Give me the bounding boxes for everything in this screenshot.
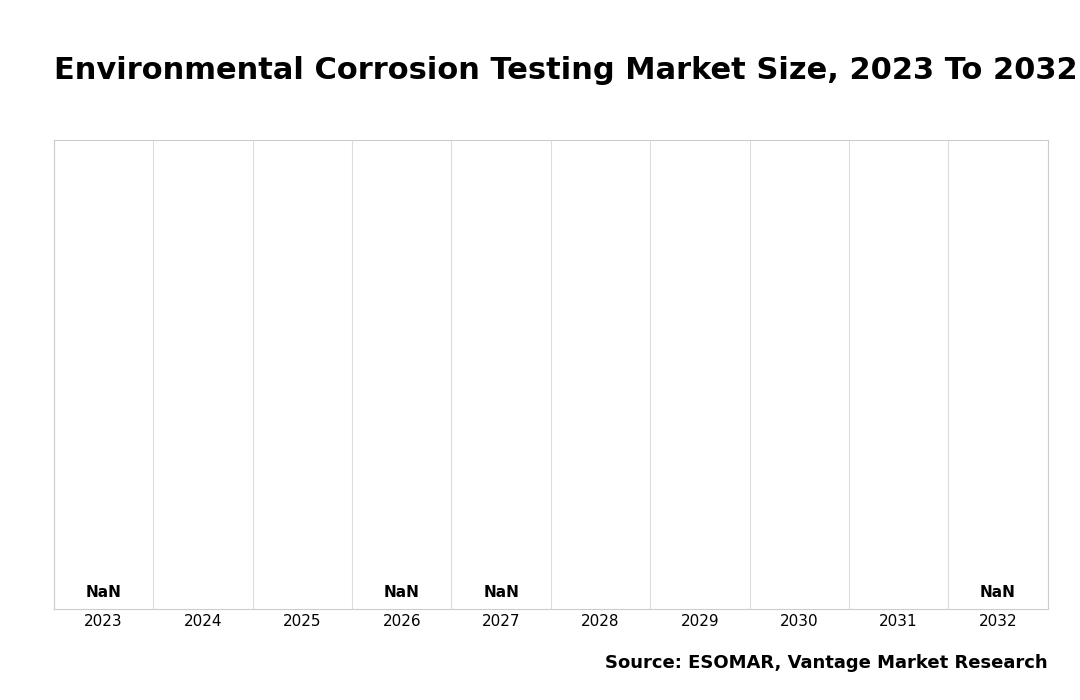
Text: NaN: NaN: [383, 584, 420, 600]
Text: NaN: NaN: [85, 584, 122, 600]
Text: NaN: NaN: [980, 584, 1016, 600]
Text: Source: ESOMAR, Vantage Market Research: Source: ESOMAR, Vantage Market Research: [605, 654, 1048, 672]
Text: NaN: NaN: [483, 584, 519, 600]
Text: Environmental Corrosion Testing Market Size, 2023 To 2032 (USD Million): Environmental Corrosion Testing Market S…: [54, 56, 1080, 85]
